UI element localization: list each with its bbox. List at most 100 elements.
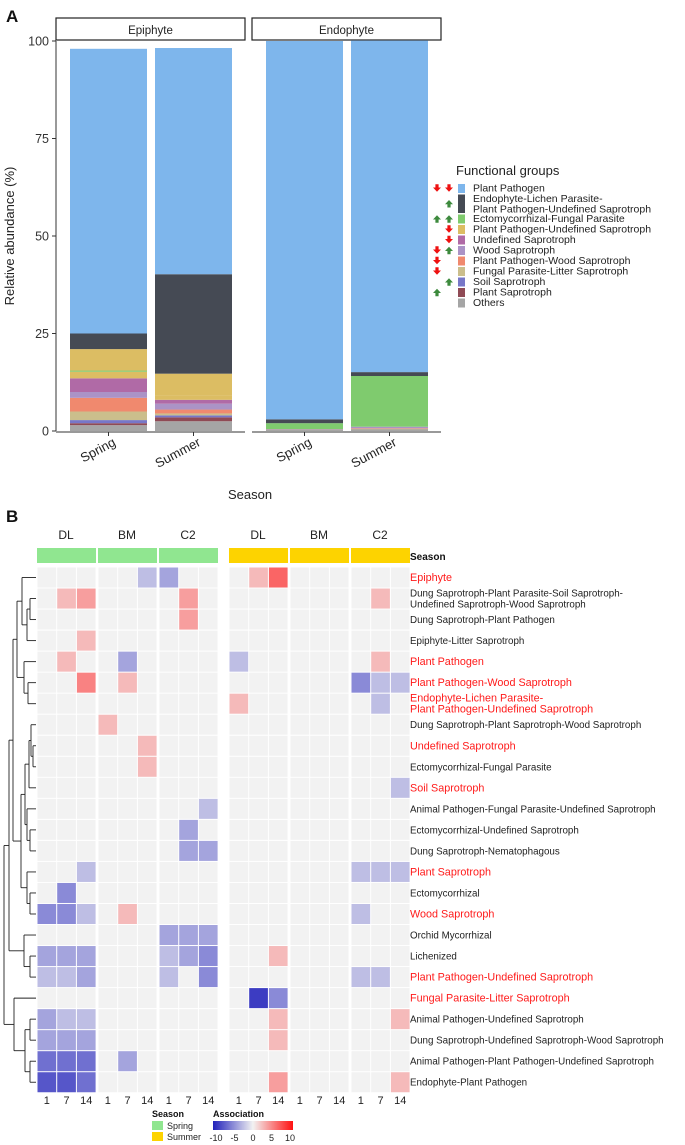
heatmap-cell xyxy=(229,1072,249,1093)
heatmap-cell xyxy=(268,588,288,609)
heatmap-cell xyxy=(390,988,410,1009)
facet-strip-endophyte xyxy=(251,17,442,41)
bar-segment-endophyte-summer-ectomycorrhizal-fungal-parasite xyxy=(351,376,428,427)
heatmap-cell xyxy=(329,777,349,798)
heatmap-cell xyxy=(179,946,198,967)
heatmap-cell xyxy=(371,777,390,798)
heatmap-x-tick-label: 7 xyxy=(185,1095,191,1107)
group-label-dl: DL xyxy=(250,528,266,542)
heatmap-cell xyxy=(118,988,137,1009)
heatmap-cell xyxy=(118,1072,137,1093)
legend-label-endophyte-lichen-parasite-plant-pathogen-undefined-saprotroph: Endophyte-Lichen Parasite-Plant Pathogen… xyxy=(473,193,651,216)
heatmap-cell xyxy=(371,1051,390,1072)
heatmap-cell xyxy=(229,777,249,798)
bar-segment-epiphyte-spring-soil-saprotroph xyxy=(70,420,147,424)
heatmap-cell xyxy=(310,798,329,819)
heatmap-cell xyxy=(229,735,249,756)
heatmap-cell xyxy=(37,651,57,672)
heatmap-cell xyxy=(76,651,96,672)
heatmap-cell xyxy=(159,988,179,1009)
legend-swatch-plant-pathogen xyxy=(458,184,465,193)
heatmap-cell xyxy=(371,840,390,861)
heatmap-cell xyxy=(229,630,249,651)
heatmap-cell xyxy=(249,735,268,756)
heatmap-cell xyxy=(329,882,349,903)
heatmap-cell xyxy=(198,1030,218,1051)
heatmap-cell xyxy=(268,630,288,651)
heatmap-cell xyxy=(137,903,157,925)
heatmap-cell xyxy=(310,840,329,861)
heatmap-cell xyxy=(57,630,76,651)
heatmap-cell xyxy=(57,925,76,946)
heatmap-cell xyxy=(98,588,118,609)
heatmap-cell xyxy=(179,967,198,988)
heatmap-cell xyxy=(118,693,137,714)
heatmap-cell xyxy=(310,672,329,693)
bar-segment-epiphyte-spring-plant-pathogen-undefined-saprotroph xyxy=(70,371,147,379)
heatmap-cell xyxy=(198,567,218,588)
heatmap-x-tick-label: 7 xyxy=(63,1095,69,1107)
heatmap-cell xyxy=(118,630,137,651)
heatmap-cell xyxy=(198,819,218,840)
heatmap-cell xyxy=(57,988,76,1009)
heatmap-cell xyxy=(351,756,371,777)
heatmap-cell xyxy=(329,946,349,967)
x-tick-label-epiphyte-spring: Spring xyxy=(78,434,118,465)
bar-segment-endophyte-spring-plant-pathogen xyxy=(266,41,343,420)
heatmap-cell xyxy=(37,819,57,840)
heatmap-cell xyxy=(118,861,137,882)
heatmap-cell xyxy=(249,756,268,777)
row-label-animal-pathogen-plant-pathogen-undefined-saprotroph: Animal Pathogen-Plant Pathogen-Undefined… xyxy=(410,1057,654,1068)
heatmap-cell xyxy=(198,946,218,967)
heatmap-cell xyxy=(310,1051,329,1072)
heatmap-cell xyxy=(76,588,96,609)
heatmap-cell xyxy=(351,798,371,819)
legend-label-others: Others xyxy=(473,297,505,309)
heatmap-cell xyxy=(310,946,329,967)
heatmap-cell xyxy=(137,882,157,903)
heatmap-cell xyxy=(390,798,410,819)
association-colorbar xyxy=(213,1121,293,1130)
heatmap-cell xyxy=(390,651,410,672)
legend-spring-swatch xyxy=(152,1121,163,1130)
heatmap-cell xyxy=(249,840,268,861)
heatmap-cell xyxy=(159,798,179,819)
heatmap-cell xyxy=(118,882,137,903)
heatmap-cell xyxy=(198,1051,218,1072)
heatmap-cell xyxy=(57,756,76,777)
heatmap-x-tick-label: 14 xyxy=(272,1095,284,1107)
heatmap-cell xyxy=(57,1009,76,1030)
heatmap-cell xyxy=(229,651,249,672)
heatmap-cell xyxy=(329,903,349,925)
heatmap-cell xyxy=(268,714,288,735)
heatmap-cell xyxy=(198,630,218,651)
row-label-plant-pathogen: Plant Pathogen xyxy=(410,656,484,668)
heatmap-cell xyxy=(76,819,96,840)
heatmap-cell xyxy=(351,567,371,588)
down-arrow-icon xyxy=(433,256,441,265)
heatmap-cell xyxy=(390,714,410,735)
heatmap-cell xyxy=(371,861,390,882)
bar-segment-epiphyte-summer-wood-saprotroph xyxy=(155,403,232,410)
heatmap-cell xyxy=(159,1009,179,1030)
heatmap-cell xyxy=(198,735,218,756)
heatmap-cell xyxy=(371,946,390,967)
heatmap-cell xyxy=(37,693,57,714)
heatmap-cell xyxy=(290,819,310,840)
up-arrow-icon xyxy=(433,215,441,223)
facet-label-endophyte: Endophyte xyxy=(319,25,374,37)
heatmap-cell xyxy=(249,630,268,651)
heatmap-cell xyxy=(351,672,371,693)
heatmap-cell xyxy=(118,651,137,672)
bar-segment-endophyte-summer-plant-pathogen xyxy=(351,40,428,373)
heatmap-cell xyxy=(179,882,198,903)
heatmap-cell xyxy=(290,967,310,988)
heatmap-cell xyxy=(76,609,96,630)
heatmap-cell xyxy=(329,819,349,840)
bar-segment-epiphyte-spring-endophyte-lichen-parasite-plant-pathogen-undefined-saprotroph xyxy=(70,333,147,350)
heatmap-cell xyxy=(371,735,390,756)
x-tick-label-epiphyte-summer: Summer xyxy=(152,434,203,471)
heatmap-cell xyxy=(351,693,371,714)
heatmap-cell xyxy=(268,735,288,756)
heatmap-cell xyxy=(290,672,310,693)
